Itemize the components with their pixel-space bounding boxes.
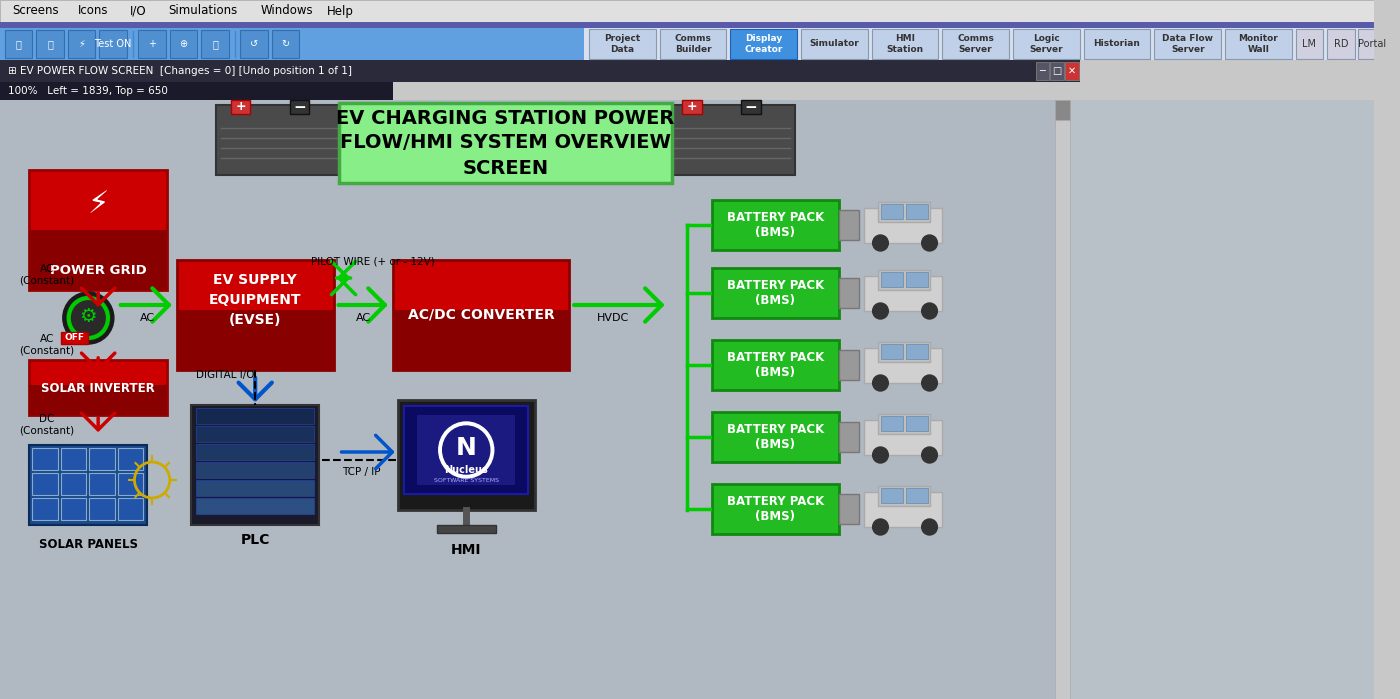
FancyBboxPatch shape — [139, 30, 165, 58]
Text: HMI
Station: HMI Station — [886, 34, 924, 54]
Text: PLC: PLC — [241, 533, 270, 547]
Text: Screens: Screens — [11, 4, 59, 17]
Circle shape — [872, 303, 889, 319]
Text: AC
(Constant): AC (Constant) — [20, 334, 74, 356]
FancyBboxPatch shape — [99, 30, 126, 58]
Text: BATTERY PACK
(BMS): BATTERY PACK (BMS) — [727, 211, 825, 239]
FancyBboxPatch shape — [339, 103, 672, 183]
Text: Historian: Historian — [1093, 40, 1141, 48]
Circle shape — [67, 296, 111, 340]
Text: EV SUPPLY
EQUIPMENT
(EVSE): EV SUPPLY EQUIPMENT (EVSE) — [209, 273, 301, 326]
Text: −: − — [293, 99, 305, 115]
FancyBboxPatch shape — [1056, 100, 1070, 120]
FancyBboxPatch shape — [711, 412, 839, 462]
Text: ⊕: ⊕ — [179, 39, 188, 49]
FancyBboxPatch shape — [839, 350, 858, 380]
Text: Display
Creator: Display Creator — [745, 34, 783, 54]
Circle shape — [921, 519, 938, 535]
FancyBboxPatch shape — [60, 332, 88, 344]
FancyBboxPatch shape — [231, 100, 251, 114]
FancyBboxPatch shape — [32, 448, 57, 470]
FancyBboxPatch shape — [1327, 29, 1355, 59]
Text: Help: Help — [326, 4, 354, 17]
Text: Project
Data: Project Data — [605, 34, 640, 54]
Text: HVDC: HVDC — [598, 313, 630, 323]
Text: Comms
Server: Comms Server — [958, 34, 994, 54]
FancyBboxPatch shape — [839, 422, 858, 452]
Text: ⚡: ⚡ — [78, 39, 85, 49]
FancyBboxPatch shape — [272, 30, 300, 58]
Text: +: + — [235, 101, 246, 113]
FancyBboxPatch shape — [90, 498, 115, 520]
FancyBboxPatch shape — [0, 82, 392, 100]
Text: −: − — [745, 99, 757, 115]
FancyBboxPatch shape — [417, 415, 515, 485]
Text: Icons: Icons — [77, 4, 108, 17]
FancyBboxPatch shape — [682, 100, 701, 114]
FancyBboxPatch shape — [6, 30, 32, 58]
FancyBboxPatch shape — [1056, 100, 1070, 699]
FancyBboxPatch shape — [29, 445, 147, 525]
FancyBboxPatch shape — [1014, 29, 1079, 59]
Text: POWER GRID: POWER GRID — [50, 264, 147, 277]
Text: ↻: ↻ — [281, 39, 290, 49]
FancyBboxPatch shape — [906, 488, 928, 503]
FancyBboxPatch shape — [0, 0, 1375, 22]
FancyBboxPatch shape — [0, 28, 1375, 60]
Text: Test ON: Test ON — [94, 39, 132, 49]
FancyBboxPatch shape — [196, 408, 314, 424]
Text: ⚡: ⚡ — [87, 191, 109, 219]
FancyBboxPatch shape — [906, 272, 928, 287]
FancyBboxPatch shape — [118, 498, 143, 520]
FancyBboxPatch shape — [1295, 29, 1323, 59]
FancyBboxPatch shape — [864, 348, 942, 383]
FancyBboxPatch shape — [882, 488, 903, 503]
Circle shape — [872, 375, 889, 391]
FancyBboxPatch shape — [60, 448, 87, 470]
FancyBboxPatch shape — [882, 344, 903, 359]
FancyBboxPatch shape — [864, 208, 942, 243]
FancyBboxPatch shape — [1155, 29, 1221, 59]
Text: DC
(Constant): DC (Constant) — [20, 415, 74, 435]
Text: Comms
Builder: Comms Builder — [675, 34, 711, 54]
FancyBboxPatch shape — [668, 105, 795, 175]
FancyBboxPatch shape — [392, 260, 570, 370]
Text: AC: AC — [140, 313, 155, 323]
FancyBboxPatch shape — [1225, 29, 1292, 59]
FancyBboxPatch shape — [878, 202, 930, 222]
FancyBboxPatch shape — [192, 405, 319, 525]
Text: 💾: 💾 — [48, 39, 53, 49]
FancyBboxPatch shape — [659, 29, 727, 59]
Text: SOLAR PANELS: SOLAR PANELS — [39, 538, 137, 552]
FancyBboxPatch shape — [872, 29, 938, 59]
Text: 100%   Left = 1839, Top = 650: 100% Left = 1839, Top = 650 — [8, 86, 168, 96]
Text: ⚙: ⚙ — [80, 306, 97, 326]
Text: ↺: ↺ — [251, 39, 258, 49]
FancyBboxPatch shape — [1065, 62, 1079, 80]
FancyBboxPatch shape — [176, 260, 333, 370]
FancyBboxPatch shape — [589, 29, 655, 59]
Text: Windows: Windows — [260, 4, 314, 17]
FancyBboxPatch shape — [169, 30, 197, 58]
FancyBboxPatch shape — [392, 310, 570, 370]
FancyBboxPatch shape — [839, 210, 858, 240]
FancyBboxPatch shape — [1070, 100, 1375, 699]
FancyBboxPatch shape — [1036, 62, 1049, 80]
FancyBboxPatch shape — [118, 473, 143, 495]
FancyBboxPatch shape — [0, 100, 1079, 699]
Text: Data Flow
Server: Data Flow Server — [1162, 34, 1214, 54]
FancyBboxPatch shape — [882, 416, 903, 431]
Text: +: + — [686, 101, 697, 113]
Text: N: N — [456, 436, 476, 460]
FancyBboxPatch shape — [878, 486, 930, 506]
FancyBboxPatch shape — [906, 344, 928, 359]
FancyBboxPatch shape — [196, 444, 314, 460]
Text: ─: ─ — [1039, 66, 1046, 76]
FancyBboxPatch shape — [196, 426, 314, 442]
FancyBboxPatch shape — [202, 30, 228, 58]
Text: Simulations: Simulations — [168, 4, 237, 17]
FancyBboxPatch shape — [290, 100, 309, 114]
FancyBboxPatch shape — [241, 30, 267, 58]
FancyBboxPatch shape — [839, 278, 858, 308]
